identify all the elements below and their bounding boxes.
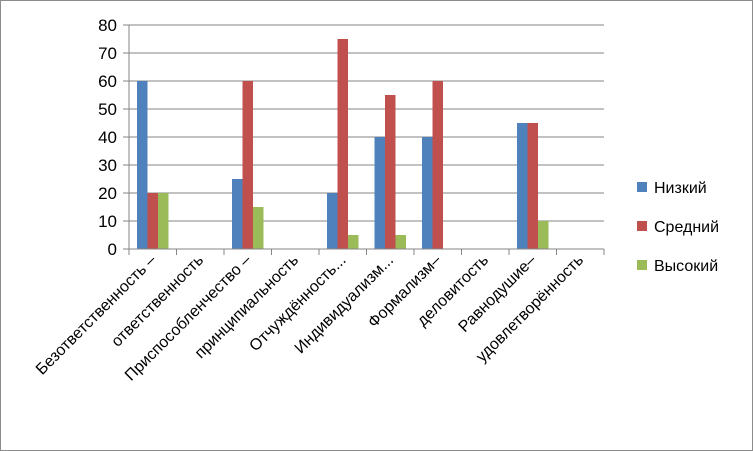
y-tick-label: 40 bbox=[98, 128, 117, 147]
legend-swatch bbox=[637, 221, 647, 231]
legend-swatch bbox=[637, 260, 647, 270]
bar-1 bbox=[232, 179, 243, 249]
x-category-labels: Безответственность –ответственностьПрисп… bbox=[33, 252, 587, 385]
y-tick-labels: 0 10 20 30 40 50 60 70 80 bbox=[98, 16, 117, 259]
bar-2 bbox=[432, 81, 443, 249]
bar-2 bbox=[337, 39, 348, 249]
legend-swatch bbox=[637, 182, 647, 192]
legend-label: Высокий bbox=[654, 258, 718, 275]
bar-3 bbox=[395, 235, 406, 249]
bar-1 bbox=[137, 81, 148, 249]
bar-2 bbox=[242, 81, 253, 249]
y-tick-label: 0 bbox=[108, 240, 117, 259]
bar-2 bbox=[147, 193, 158, 249]
bar-1 bbox=[327, 193, 338, 249]
bar-3 bbox=[538, 221, 549, 249]
bar-3 bbox=[253, 207, 264, 249]
gridlines bbox=[129, 24, 604, 222]
bar-1 bbox=[517, 123, 528, 249]
y-tick-label: 30 bbox=[98, 156, 117, 175]
bar-3 bbox=[348, 235, 359, 249]
bars bbox=[137, 39, 549, 249]
y-tick-label: 10 bbox=[98, 212, 117, 231]
bar-2 bbox=[527, 123, 538, 249]
y-tick-label: 20 bbox=[98, 184, 117, 203]
y-tick-label: 70 bbox=[98, 44, 117, 63]
legend-label: Средний bbox=[654, 219, 719, 236]
bar-3 bbox=[158, 193, 169, 249]
legend-label: Низкий bbox=[654, 180, 707, 197]
y-tick-label: 60 bbox=[98, 72, 117, 91]
legend: Низкий Средний Высокий bbox=[637, 180, 719, 275]
y-tick-label: 50 bbox=[98, 100, 117, 119]
axes bbox=[123, 24, 605, 255]
bar-1 bbox=[422, 137, 433, 249]
y-tick-label: 80 bbox=[98, 16, 117, 35]
bar-2 bbox=[385, 95, 396, 249]
bar-1 bbox=[374, 137, 385, 249]
